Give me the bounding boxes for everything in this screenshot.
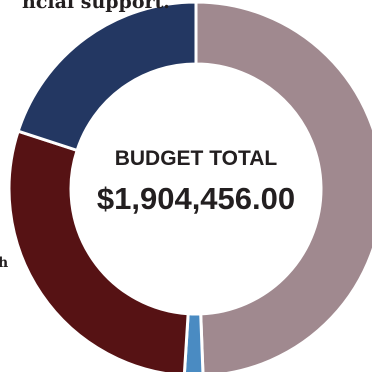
donut-slice-4 (16, 0, 198, 153)
center-label: BUDGET TOTAL (115, 147, 278, 170)
donut-slice-1 (194, 0, 372, 372)
cropped-heading-text: ncial support. (22, 0, 170, 13)
donut-slice-3 (7, 129, 190, 372)
center-value: $1,904,456.00 (97, 181, 295, 216)
cropped-side-text-top: h (0, 255, 8, 271)
donut-slices (7, 0, 372, 372)
